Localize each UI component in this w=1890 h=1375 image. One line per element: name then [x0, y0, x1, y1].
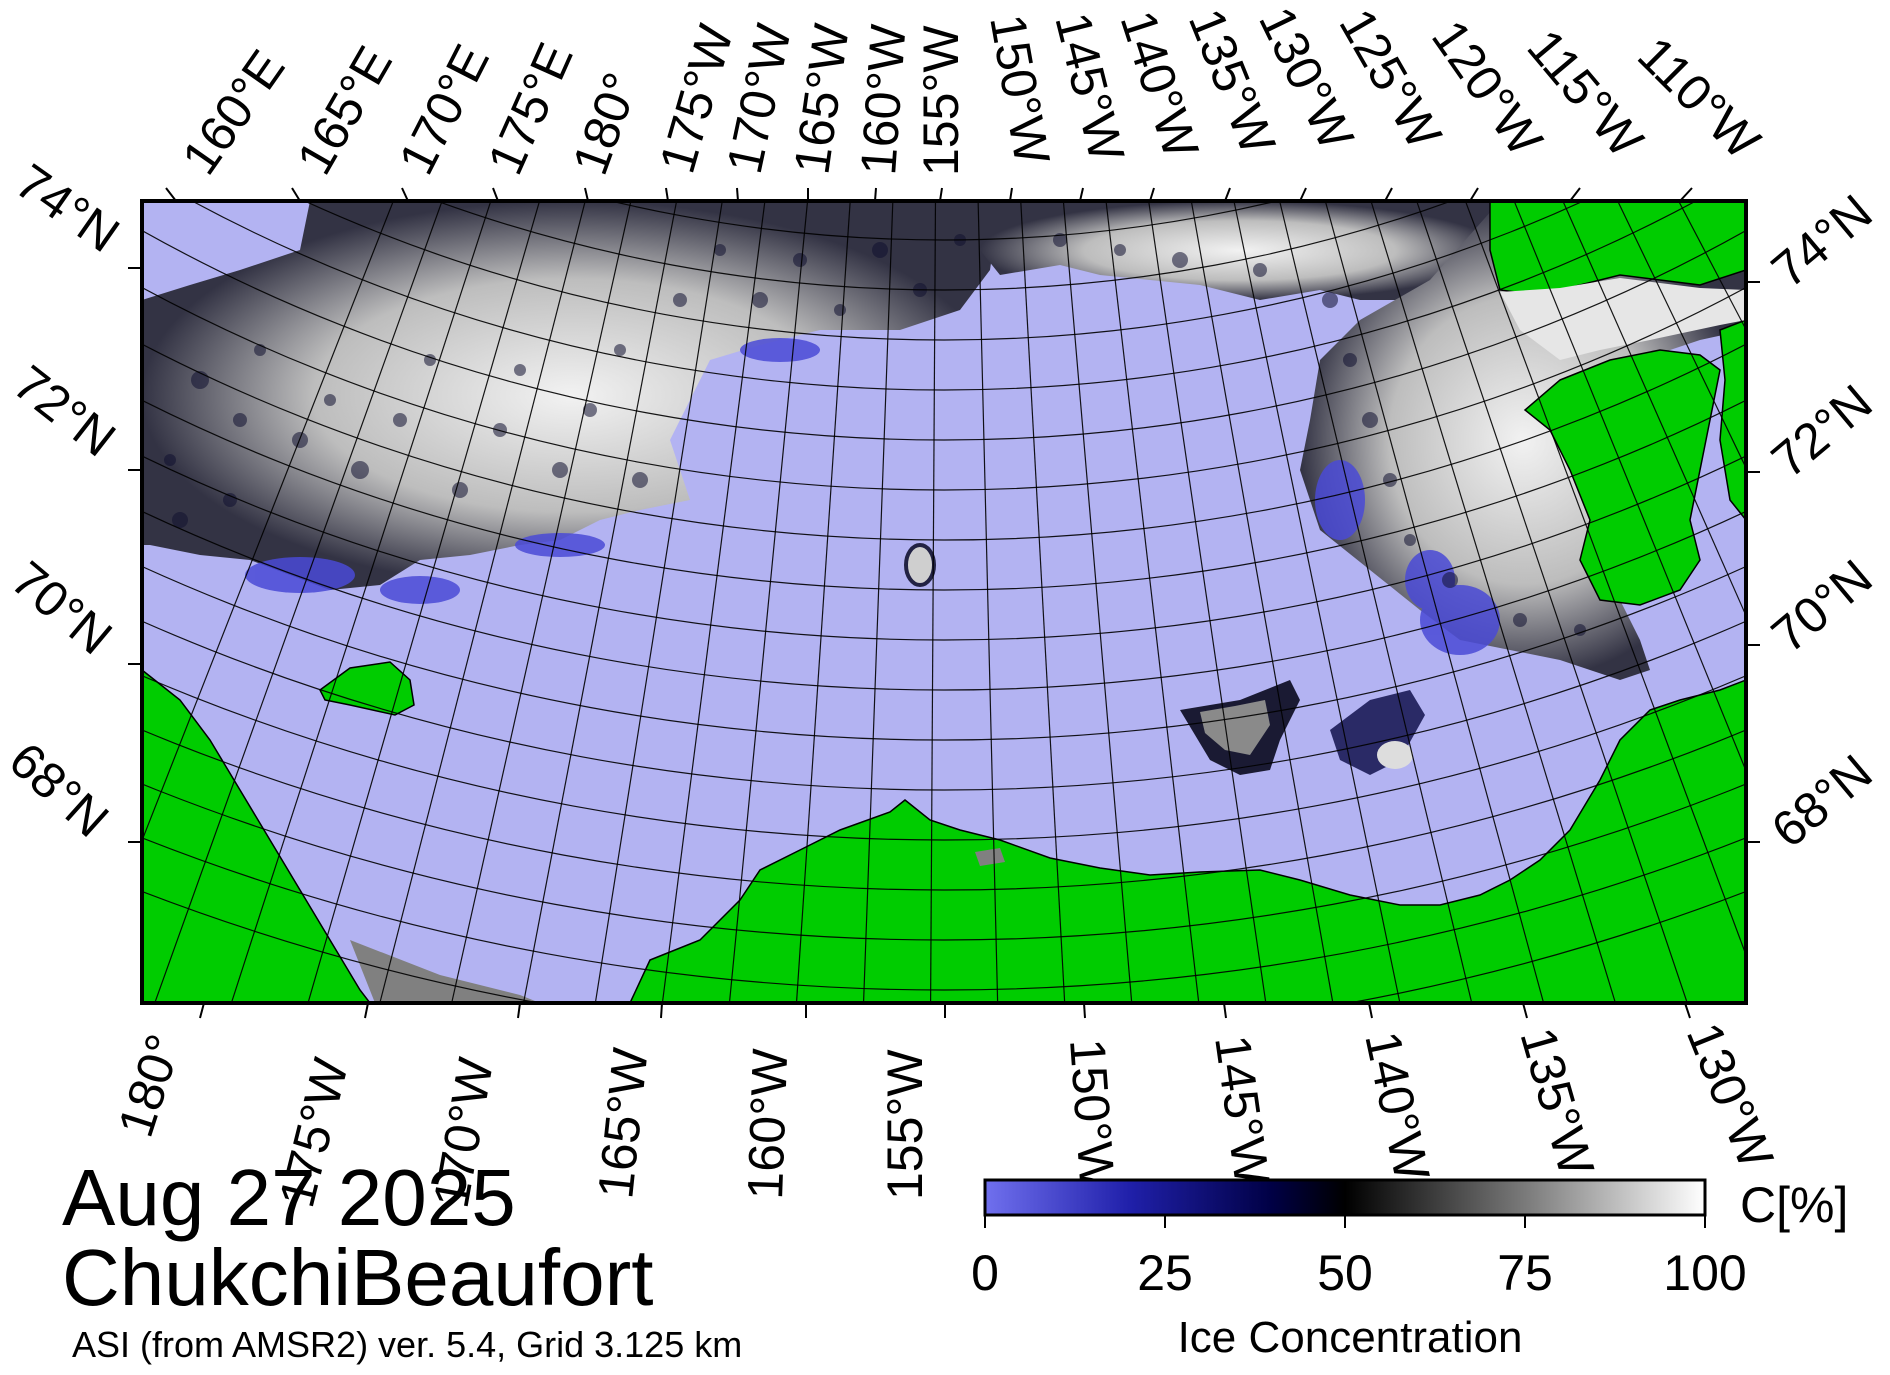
ice-pack-west: [142, 201, 1000, 590]
colorbar-ticks: [984, 1215, 1706, 1228]
ice-in-strait: [1500, 278, 1746, 360]
lat-label-right: 68°N: [1761, 744, 1883, 859]
land-banks-island: [1523, 349, 1721, 606]
lon-label-bottom: 165°W: [587, 1045, 659, 1201]
beaufort-ice-patches: [904, 543, 1425, 775]
colorbar-tick-label: 50: [1317, 1245, 1373, 1301]
lon-label-bottom: 160°W: [737, 1047, 798, 1200]
colorbar-title: Ice Concentration: [1178, 1313, 1523, 1362]
ice-fringe: [245, 338, 1500, 655]
lat-label-left: 70°N: [1, 551, 123, 666]
lon-label-top: 155°W: [913, 25, 969, 176]
land-alaska: [629, 679, 1746, 1003]
right-latitude-labels: 74°N 72°N 70°N 68°N: [1761, 184, 1883, 859]
lat-label-left: 72°N: [3, 355, 126, 468]
lat-label-left: 68°N: [0, 732, 119, 848]
lon-label-top: 160°W: [850, 22, 916, 177]
colorbar-tick-label: 0: [971, 1245, 999, 1301]
lat-label-left: 74°N: [6, 153, 130, 263]
graticule-parallels: [142, 201, 1746, 1003]
left-latitude-labels: 74°N 72°N 70°N 68°N: [0, 153, 129, 848]
land-victoria-island: [1719, 319, 1746, 522]
data-source: ASI (from AMSR2) ver. 5.4, Grid 3.125 km: [72, 1324, 743, 1365]
colorbar-unit: C[%]: [1740, 1177, 1848, 1233]
lon-label-top: 160°E: [171, 40, 295, 184]
lat-label-right: 72°N: [1761, 374, 1883, 489]
lon-label-bottom: 180°: [107, 1028, 192, 1144]
lon-label-bottom: 140°W: [1354, 1027, 1440, 1187]
lat-label-right: 70°N: [1761, 549, 1883, 664]
colorbar: 0 25 50 75 100 C[%] Ice Concentration: [971, 1177, 1848, 1362]
land-wrangel-island: [319, 661, 415, 716]
lon-label-bottom: 155°W: [877, 1049, 933, 1200]
colorbar-tick-label: 100: [1663, 1245, 1746, 1301]
land-melville-island: [1489, 201, 1746, 296]
lon-label-top: 110°W: [1627, 26, 1771, 170]
bottom-ticks: [199, 1002, 1691, 1019]
ice-speckles: [164, 233, 1586, 636]
lon-label-top: 180°: [562, 65, 650, 181]
colorbar-gradient: [983, 1178, 1707, 1217]
colorbar-tick-label: 25: [1137, 1245, 1193, 1301]
map-date: Aug 27 2025: [62, 1153, 516, 1242]
top-ticks: [165, 187, 1693, 202]
map-panel: [142, 201, 1746, 1003]
lon-label-top: 115°W: [1517, 19, 1655, 168]
lon-label-bottom: 135°W: [1509, 1022, 1605, 1183]
side-ticks: [128, 267, 1760, 843]
lon-label-bottom: 130°W: [1676, 1015, 1785, 1176]
lon-label-top: 120°W: [1421, 10, 1554, 166]
lon-label-top: 165°E: [286, 37, 403, 183]
lon-label-bottom: 145°W: [1204, 1032, 1281, 1190]
map-region: ChukchiBeaufort: [62, 1233, 654, 1322]
missing-data-inlet: [975, 848, 1005, 866]
graticule-meridians: [142, 201, 1746, 1003]
top-longitude-labels: 160°E 165°E 170°E 175°E 180° 175°W 170°W…: [171, 0, 1771, 184]
lat-label-right: 74°N: [1761, 184, 1883, 299]
lon-label-bottom: 150°W: [1059, 1037, 1125, 1192]
ice-pack-north: [980, 201, 1500, 300]
missing-data-strip: [350, 940, 540, 1003]
colorbar-tick-label: 75: [1497, 1245, 1553, 1301]
